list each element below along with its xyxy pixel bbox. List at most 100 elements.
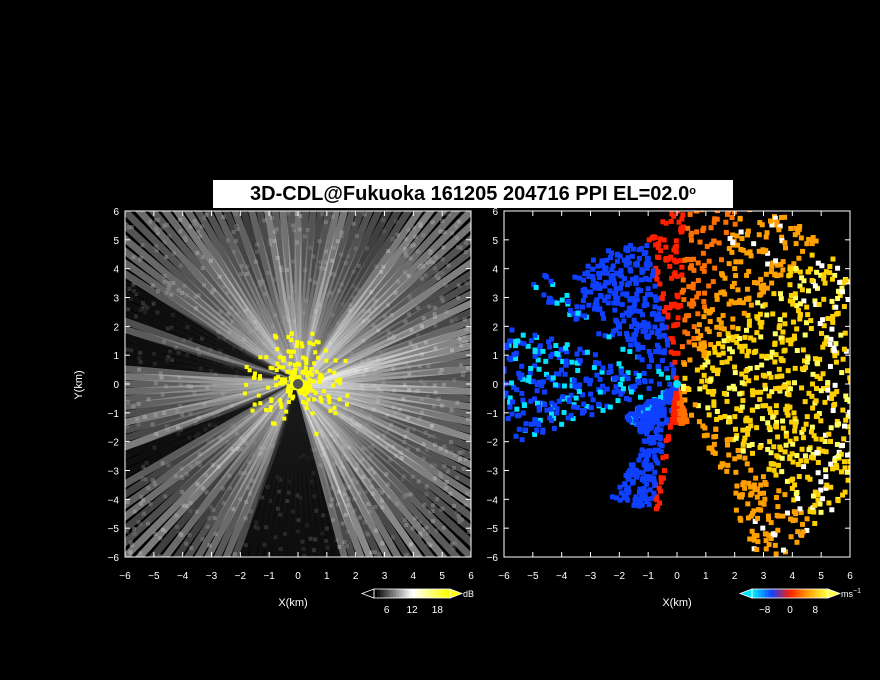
velocity-cell: [848, 429, 850, 435]
velocity-cell: [797, 316, 803, 322]
velocity-cell: [831, 391, 837, 397]
velocity-cell: [864, 381, 869, 386]
velocity-cell: [618, 368, 624, 374]
velocity-cell: [754, 314, 760, 320]
velocity-cell: [761, 282, 767, 288]
high-reflectivity-cell: [304, 385, 309, 390]
speckle-cell: [132, 526, 137, 531]
velocity-cell: [649, 357, 655, 363]
high-reflectivity-cell: [310, 372, 315, 377]
velocity-cell: [622, 481, 628, 487]
velocity-cell: [592, 285, 598, 291]
velocity-cell: [785, 337, 791, 343]
velocity-cell: [766, 393, 772, 399]
velocity-cell: [658, 248, 664, 254]
velocity-cell: [870, 346, 875, 351]
velocity-cell: [697, 386, 703, 392]
velocity-cell: [795, 461, 801, 467]
velocity-cell: [807, 509, 813, 515]
velocity-cell: [633, 328, 639, 334]
velocity-cell: [539, 383, 545, 389]
velocity-cell: [792, 517, 798, 523]
speckle-cell: [418, 534, 423, 539]
velocity-cell: [600, 270, 606, 276]
velocity-cell: [673, 259, 679, 265]
velocity-cell: [633, 331, 639, 337]
high-reflectivity-cell: [313, 390, 318, 395]
velocity-cell: [787, 298, 793, 304]
velocity-cell: [678, 227, 684, 233]
velocity-cell: [617, 484, 623, 490]
velocity-cell: [826, 500, 832, 506]
y-tick-label: −5: [108, 524, 120, 535]
high-reflectivity-cell: [304, 373, 309, 378]
velocity-cell: [564, 349, 570, 355]
high-reflectivity-cell: [288, 375, 293, 380]
speckle-cell: [413, 234, 418, 239]
velocity-cell: [716, 240, 722, 246]
velocity-cell: [746, 268, 752, 274]
velocity-cell: [810, 381, 816, 387]
velocity-cell: [675, 315, 681, 321]
velocity-cell: [711, 238, 717, 244]
velocity-cell: [742, 485, 748, 491]
velocity-cell: [788, 477, 794, 483]
velocity-cell: [613, 294, 619, 300]
colorbar-swatch: [393, 589, 397, 598]
velocity-cell: [825, 380, 831, 386]
velocity-cell: [573, 395, 579, 401]
velocity-cell: [770, 414, 776, 420]
velocity-cell: [549, 400, 555, 406]
x-tick-label: 5: [818, 571, 824, 582]
velocity-cell: [712, 349, 718, 355]
velocity-cell: [791, 333, 797, 339]
velocity-cell: [792, 291, 798, 297]
velocity-cell: [847, 398, 850, 404]
velocity-cell: [565, 301, 571, 307]
x-tick-label: 4: [411, 571, 417, 582]
velocity-cell: [860, 358, 865, 363]
velocity-cell: [620, 346, 626, 352]
velocity-cell: [771, 467, 777, 473]
velocity-cell: [644, 425, 650, 431]
velocity-cell: [720, 199, 725, 204]
colorbar-swatch: [809, 589, 813, 598]
high-reflectivity-cell: [288, 361, 293, 366]
colorbar-min-arrow: [738, 588, 753, 599]
velocity-cell: [656, 296, 662, 302]
high-reflectivity-cell: [291, 376, 296, 381]
colorbar-swatch: [386, 589, 391, 598]
velocity-cell: [513, 356, 519, 362]
velocity-cell: [776, 227, 782, 233]
velocity-cell: [506, 355, 512, 361]
velocity-cell: [670, 411, 676, 417]
velocity-cell: [869, 393, 874, 398]
velocity-cell: [757, 396, 763, 402]
velocity-cell: [777, 223, 783, 229]
velocity-cell: [861, 376, 866, 381]
velocity-cell: [747, 417, 753, 423]
velocity-cell: [792, 482, 798, 488]
velocity-cell: [704, 378, 710, 384]
x-tick-label: 0: [295, 571, 301, 582]
velocity-cell: [715, 371, 721, 377]
velocity-cell: [784, 403, 790, 409]
velocity-cell: [730, 334, 736, 340]
velocity-cell: [720, 312, 726, 318]
velocity-cell: [780, 425, 786, 431]
velocity-cell: [791, 410, 797, 416]
colorbar-frame: [751, 588, 829, 599]
colorbar-swatch: [780, 589, 785, 598]
velocity-cell: [723, 219, 729, 225]
velocity-cell: [642, 451, 648, 457]
velocity-cell: [522, 427, 528, 433]
velocity-cell: [734, 483, 740, 489]
velocity-cell: [766, 371, 772, 377]
velocity-cell: [535, 357, 541, 363]
velocity-cell: [816, 302, 822, 308]
velocity-cell: [829, 507, 835, 513]
velocity-cell: [822, 399, 828, 405]
velocity-cell: [745, 228, 751, 234]
velocity-cell: [514, 406, 520, 412]
velocity-cell: [589, 273, 595, 279]
